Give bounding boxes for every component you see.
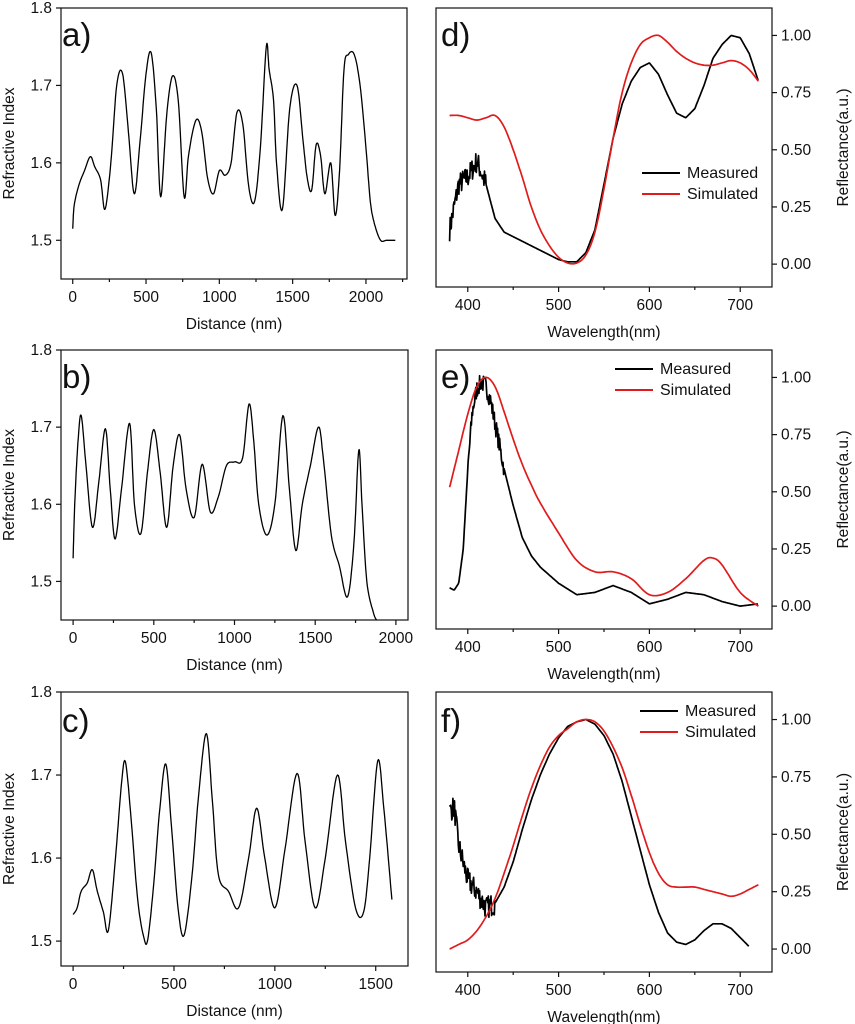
panel-f: 400 500 600 700 0.00 0.25 0.50 0.75 1.00 Waveleng… bbox=[435, 691, 852, 1024]
y-axis-label: Refractive Index bbox=[1, 773, 18, 885]
x-tick-label: 1500 bbox=[298, 630, 333, 647]
series-line-measured bbox=[449, 374, 759, 607]
x-tick-label: 700 bbox=[727, 639, 753, 656]
x-axis-label: Distance (nm) bbox=[186, 316, 282, 333]
y-tick-label: 1.8 bbox=[30, 0, 52, 17]
y-tick-label: 1.7 bbox=[30, 419, 52, 436]
series-line-simulated bbox=[449, 718, 759, 950]
x-tick-label: 400 bbox=[455, 982, 481, 999]
y-tick-label: 0.75 bbox=[781, 427, 811, 444]
y-axis-label: Reflectance(a.u.) bbox=[835, 430, 852, 548]
y-axis-label: Refractive Index bbox=[1, 87, 18, 199]
panel-a-label: a) bbox=[62, 16, 91, 53]
panel-a: 0 500 1000 1500 2000 1.5 1.6 1.7 1.8 Distance (nm… bbox=[1, 0, 408, 333]
panel-b-label: b) bbox=[62, 358, 91, 395]
x-tick-label: 1000 bbox=[217, 630, 252, 647]
axis-frame bbox=[435, 7, 773, 288]
axis-frame bbox=[60, 349, 409, 621]
x-tick-label: 500 bbox=[133, 289, 159, 306]
x-tick-label: 0 bbox=[69, 976, 78, 993]
legend-label-measured: Measured bbox=[687, 165, 758, 182]
y-tick-label: 0.50 bbox=[781, 826, 812, 843]
x-axis-label: Distance (nm) bbox=[186, 1003, 282, 1020]
legend-label-measured: Measured bbox=[660, 361, 731, 378]
y-tick-label: 0.00 bbox=[781, 598, 812, 615]
y-tick-label: 1.6 bbox=[30, 155, 52, 172]
x-tick-label: 0 bbox=[69, 630, 78, 647]
y-tick-label: 1.6 bbox=[30, 850, 52, 867]
y-tick-label: 1.00 bbox=[781, 369, 812, 386]
series-line-refractive-index bbox=[72, 732, 393, 946]
panel-e-label: e) bbox=[441, 358, 470, 395]
x-tick-label: 400 bbox=[455, 639, 481, 656]
legend-label-simulated: Simulated bbox=[660, 382, 731, 399]
y-tick-label: 0.50 bbox=[781, 142, 812, 159]
y-tick-label: 1.5 bbox=[30, 933, 52, 950]
x-tick-label: 500 bbox=[546, 639, 572, 656]
axis-frame bbox=[60, 691, 409, 967]
panel-c: 0 500 1000 1500 1.5 1.6 1.7 1.8 Distance (nm) Ref… bbox=[1, 684, 409, 1020]
x-tick-label: 500 bbox=[161, 976, 187, 993]
x-tick-label: 700 bbox=[727, 982, 753, 999]
x-tick-label: 1500 bbox=[358, 976, 393, 993]
y-tick-label: 1.5 bbox=[30, 573, 52, 590]
y-tick-label: 0.75 bbox=[781, 769, 811, 786]
series-line-simulated bbox=[449, 34, 760, 265]
x-tick-label: 600 bbox=[636, 982, 662, 999]
x-axis-label: Wavelength(nm) bbox=[547, 324, 660, 341]
y-tick-label: 0.00 bbox=[781, 941, 812, 958]
panel-c-label: c) bbox=[62, 702, 90, 739]
panel-f-label: f) bbox=[441, 702, 461, 739]
panel-d-label: d) bbox=[441, 16, 470, 53]
legend-label-measured: Measured bbox=[685, 703, 756, 720]
y-tick-label: 0.25 bbox=[781, 884, 811, 901]
x-tick-label: 600 bbox=[636, 297, 662, 314]
series-line-refractive-index bbox=[72, 403, 378, 620]
y-tick-label: 0.25 bbox=[781, 541, 811, 558]
y-axis-label: Reflectance(a.u.) bbox=[835, 773, 852, 891]
y-tick-label: 1.5 bbox=[30, 232, 52, 249]
y-tick-label: 0.75 bbox=[781, 85, 811, 102]
legend-label-simulated: Simulated bbox=[687, 186, 758, 203]
y-axis-label: Refractive Index bbox=[1, 429, 18, 541]
y-tick-label: 1.7 bbox=[30, 767, 52, 784]
x-tick-label: 1500 bbox=[275, 289, 310, 306]
y-tick-label: 1.7 bbox=[30, 77, 52, 94]
axis-frame bbox=[60, 7, 408, 280]
x-tick-label: 600 bbox=[636, 639, 662, 656]
x-tick-label: 500 bbox=[546, 982, 572, 999]
x-tick-label: 500 bbox=[546, 297, 572, 314]
x-tick-label: 1000 bbox=[258, 976, 293, 993]
x-tick-label: 700 bbox=[727, 297, 753, 314]
y-tick-label: 1.8 bbox=[30, 342, 52, 359]
y-tick-label: 1.6 bbox=[30, 496, 52, 513]
x-tick-label: 2000 bbox=[379, 630, 414, 647]
x-tick-label: 1000 bbox=[202, 289, 237, 306]
y-tick-label: 1.00 bbox=[781, 712, 812, 729]
x-tick-label: 0 bbox=[68, 289, 77, 306]
series-line-refractive-index bbox=[72, 42, 396, 243]
x-axis-label: Wavelength(nm) bbox=[547, 666, 660, 683]
panel-e: 400 500 600 700 0.00 0.25 0.50 0.75 1.00 Waveleng… bbox=[435, 349, 852, 683]
x-axis-label: Wavelength(nm) bbox=[547, 1009, 660, 1024]
x-axis-label: Distance (nm) bbox=[186, 657, 282, 674]
y-tick-label: 1.00 bbox=[781, 27, 812, 44]
legend-label-simulated: Simulated bbox=[685, 724, 756, 741]
panel-d: 400 500 600 700 0.00 0.25 0.50 0.75 1.00 Waveleng… bbox=[435, 7, 852, 341]
y-tick-label: 0.50 bbox=[781, 484, 812, 501]
x-tick-label: 2000 bbox=[349, 289, 384, 306]
series-line-measured bbox=[448, 718, 750, 947]
x-tick-label: 500 bbox=[141, 630, 167, 647]
y-axis-label: Reflectance(a.u.) bbox=[835, 88, 852, 206]
series-line-simulated bbox=[448, 376, 759, 607]
panel-b: 0 500 1000 1500 2000 1.5 1.6 1.7 1.8 Distance (nm… bbox=[1, 342, 414, 674]
y-tick-label: 1.8 bbox=[30, 684, 52, 701]
y-tick-label: 0.25 bbox=[781, 199, 811, 216]
x-tick-label: 400 bbox=[455, 297, 481, 314]
series-line-measured bbox=[448, 34, 759, 263]
y-tick-label: 0.00 bbox=[781, 256, 812, 273]
